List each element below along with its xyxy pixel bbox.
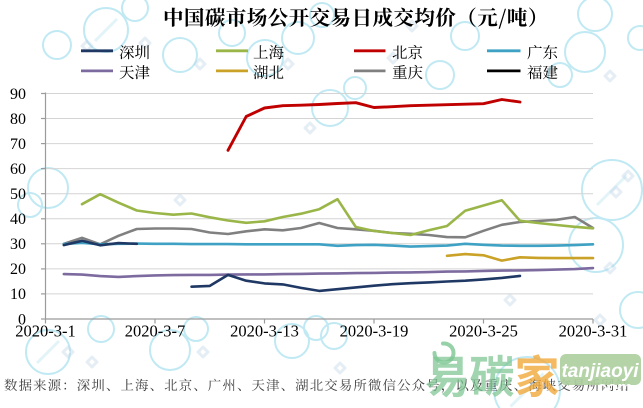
svg-text:70: 70 <box>10 136 26 153</box>
svg-text:40: 40 <box>10 211 26 228</box>
svg-text:10: 10 <box>10 286 26 303</box>
svg-text:0: 0 <box>18 311 26 328</box>
svg-text:2020-3-31: 2020-3-31 <box>559 322 628 341</box>
svg-text:60: 60 <box>10 161 26 178</box>
svg-text:2020-3-1: 2020-3-1 <box>15 322 76 341</box>
svg-text:2020-3-19: 2020-3-19 <box>340 322 409 341</box>
svg-text:2020-3-13: 2020-3-13 <box>230 322 299 341</box>
svg-text:2020-3-25: 2020-3-25 <box>449 322 518 341</box>
svg-text:80: 80 <box>10 111 26 128</box>
svg-text:tanjiaoyi: tanjiaoyi <box>561 361 639 382</box>
svg-text:50: 50 <box>10 186 26 203</box>
svg-text:90: 90 <box>10 86 26 103</box>
svg-text:2020-3-7: 2020-3-7 <box>125 322 186 341</box>
svg-text:30: 30 <box>10 236 26 253</box>
svg-text:.com: .com <box>592 378 632 397</box>
svg-text:20: 20 <box>10 261 26 278</box>
